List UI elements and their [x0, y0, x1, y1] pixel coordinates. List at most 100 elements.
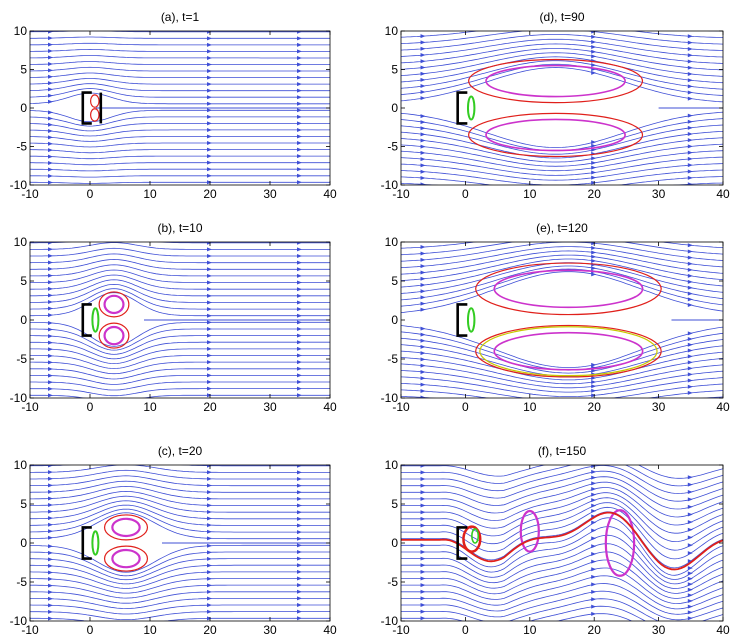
flow-arrow: [687, 535, 693, 540]
streamline: [401, 575, 723, 610]
flow-arrow: [207, 108, 212, 113]
panel-a: -10 0 10 20 30 40 -10 -5 0 5 10 (a), t=1: [10, 10, 337, 201]
flow-arrow: [420, 549, 426, 554]
flow-arrow: [591, 160, 597, 165]
flow-arrow: [297, 55, 302, 60]
secondary-vortex: [91, 307, 100, 333]
streamline: [401, 551, 723, 594]
flow-arrow: [420, 465, 426, 468]
flow-arrow: [420, 96, 426, 101]
flow-arrow: [48, 616, 53, 621]
flow-arrow: [207, 523, 212, 528]
flow-arrow: [48, 544, 53, 549]
flow-arrow: [48, 340, 53, 345]
x-tick-label: -10: [21, 187, 39, 201]
flow-arrow: [591, 272, 597, 277]
flow-arrow: [207, 550, 212, 555]
vortex-lower-core: [103, 325, 125, 346]
x-tick-label: 0: [462, 623, 469, 636]
flow-arrow: [207, 173, 212, 178]
flow-arrow: [687, 582, 693, 587]
flow-arrow: [591, 388, 597, 393]
flow-arrow: [48, 122, 53, 127]
flow-arrow: [207, 476, 212, 481]
flow-arrow: [420, 344, 426, 349]
flow-arrow: [207, 360, 212, 365]
flow-arrow: [591, 362, 597, 367]
flow-arrow: [687, 163, 693, 168]
flow-arrow: [297, 503, 302, 508]
y-tick-label: 10: [14, 24, 28, 38]
streamline: [30, 355, 330, 369]
flow-arrow: [420, 245, 426, 250]
flow-arrow: [207, 82, 212, 87]
y-tick-label: 10: [385, 24, 399, 38]
flow-arrow: [687, 273, 693, 278]
flow-arrow: [48, 42, 53, 47]
flow-arrow: [297, 114, 302, 119]
streamline: [30, 288, 330, 310]
flow-arrow: [591, 487, 597, 492]
vortex-lower-outer: [468, 112, 644, 158]
streamline: [30, 123, 330, 132]
flow-arrow: [297, 267, 302, 272]
flow-arrow: [207, 340, 212, 345]
flow-arrow: [297, 477, 302, 482]
streamline: [30, 66, 330, 72]
vortex-shed-1: [519, 509, 540, 553]
flow-arrow: [420, 157, 426, 162]
flow-arrow: [420, 182, 426, 185]
y-tick-label: -10: [381, 614, 399, 628]
flow-arrow: [48, 242, 53, 245]
flow-arrow: [687, 182, 693, 185]
flow-arrow: [420, 169, 426, 174]
vortex-lower-core: [493, 331, 644, 371]
y-tick-label: 5: [20, 497, 27, 511]
streamline: [30, 72, 330, 78]
x-tick-label: 40: [716, 623, 730, 636]
x-tick-label: 10: [523, 400, 537, 414]
streamline: [401, 38, 723, 58]
streamline: [401, 598, 723, 621]
streamline: [30, 485, 330, 500]
flow-arrow: [297, 173, 302, 178]
flow-arrow: [591, 258, 597, 263]
flow-arrow: [207, 536, 212, 541]
flow-arrow: [48, 470, 53, 475]
streamline: [30, 335, 330, 355]
flow-arrow: [687, 378, 693, 383]
flow-arrow: [297, 293, 302, 298]
y-tick-label: 0: [20, 101, 27, 115]
streamline: [30, 402, 330, 408]
flow-arrow: [687, 90, 693, 95]
flow-arrow: [297, 134, 302, 139]
streamline: [30, 189, 330, 190]
flow-arrow: [687, 559, 693, 564]
flow-arrow: [207, 543, 212, 548]
streamline: [401, 470, 723, 502]
streamline: [30, 136, 330, 142]
flow-arrow: [48, 386, 53, 391]
streamline: [30, 142, 330, 148]
flow-arrow: [687, 512, 693, 517]
flow-arrow: [420, 77, 426, 82]
streamline: [30, 264, 330, 277]
flow-arrow: [591, 384, 597, 389]
flow-arrow: [687, 566, 693, 571]
x-tick-label: 20: [203, 400, 217, 414]
flow-arrow: [207, 36, 212, 41]
panel-d: -10 0 10 20 30 40 -10 -5 0 5 10 (d), t=90: [381, 10, 730, 201]
vortex-lower-outer: [475, 324, 662, 378]
flow-arrow: [420, 71, 426, 76]
flow-arrow: [420, 503, 426, 508]
vortex-shed-2: [604, 509, 636, 577]
flow-arrow: [420, 351, 426, 356]
flow-arrow: [297, 254, 302, 259]
streamline: [401, 325, 723, 368]
y-tick-label: -10: [381, 178, 399, 192]
flow-arrow: [297, 386, 302, 391]
flow-arrow: [207, 254, 212, 259]
flow-arrow: [420, 257, 426, 262]
x-tick-label: 40: [716, 400, 730, 414]
flow-arrow: [591, 611, 597, 616]
